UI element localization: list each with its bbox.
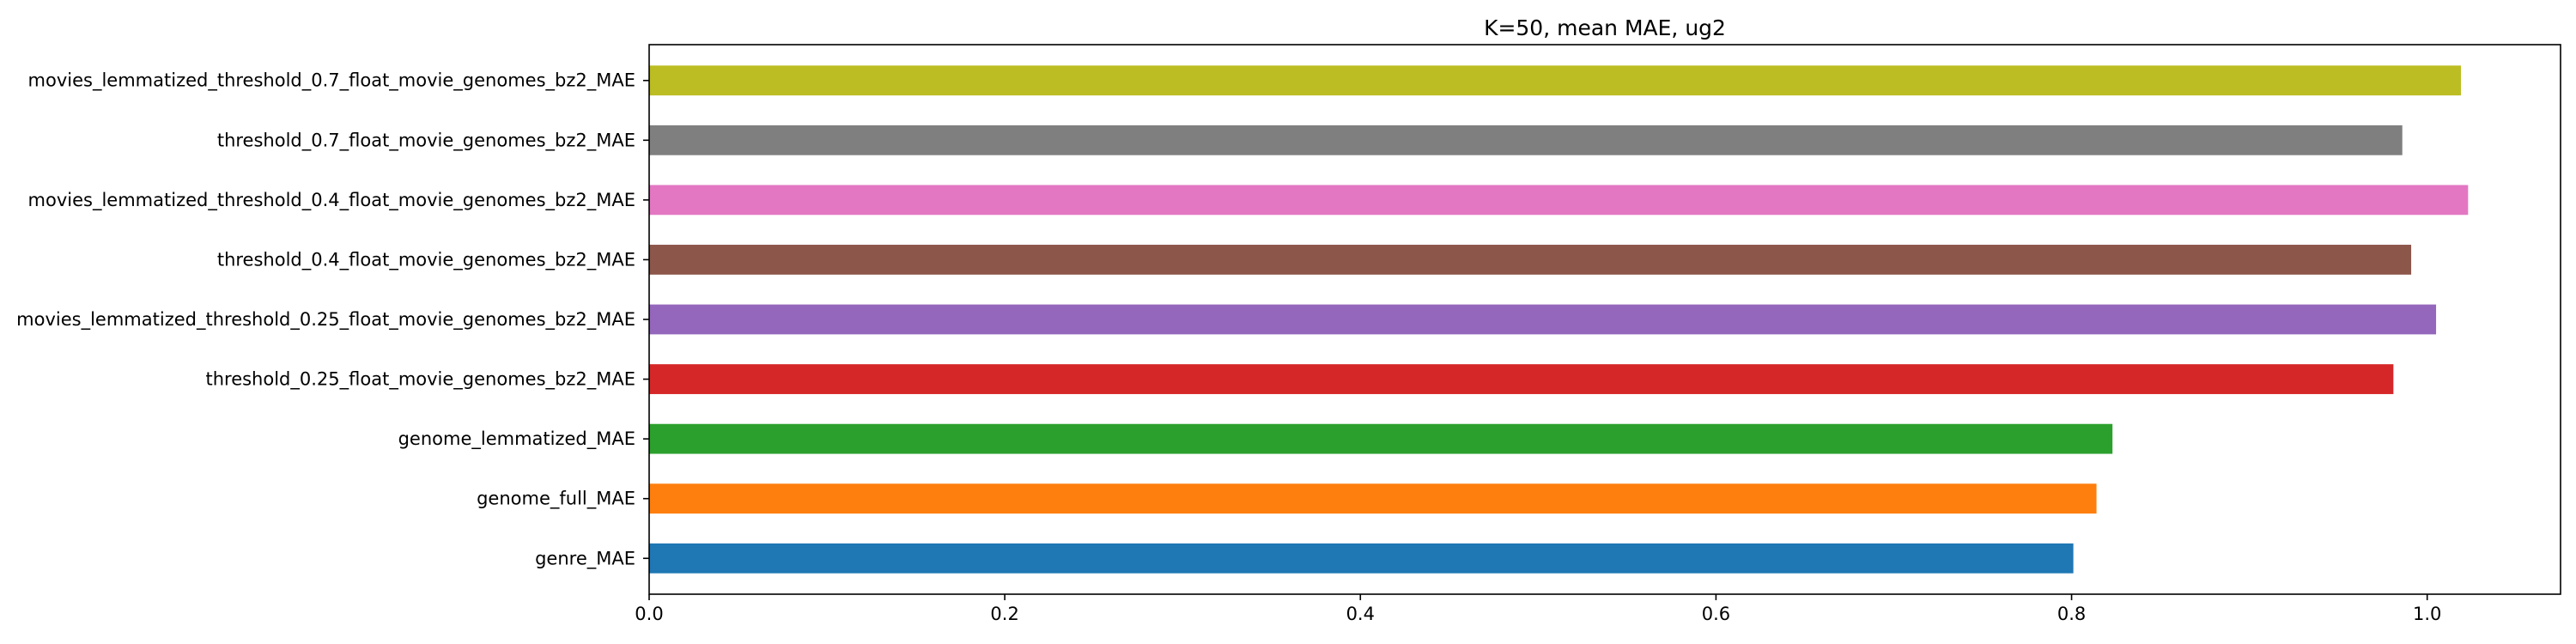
- x-tick-label: 0.2: [990, 604, 1018, 624]
- axes-frame: [648, 44, 2561, 595]
- bar-genome_lemmatized_MAE: [649, 423, 2113, 454]
- category-label: genome_lemmatized_MAE: [398, 428, 635, 450]
- x-tick-label: 0.4: [1346, 604, 1375, 624]
- category-label: movies_lemmatized_threshold_0.4_float_mo…: [28, 190, 635, 211]
- bar-movies_lemmatized_threshold_0.7_float_movie_genomes_bz2_MAE: [649, 65, 2462, 96]
- category-label: genre_MAE: [535, 548, 635, 569]
- bar-genre_MAE: [649, 543, 2074, 574]
- bar-threshold_0.7_float_movie_genomes_bz2_MAE: [649, 125, 2403, 155]
- bar-movies_lemmatized_threshold_0.25_float_movie_genomes_bz2_MAE: [649, 304, 2437, 335]
- bar-movies_lemmatized_threshold_0.4_float_movie_genomes_bz2_MAE: [649, 185, 2469, 216]
- x-tick-label: 1.0: [2413, 604, 2441, 624]
- category-label: movies_lemmatized_threshold_0.25_float_m…: [16, 309, 635, 331]
- category-label: movies_lemmatized_threshold_0.7_float_mo…: [28, 70, 635, 92]
- bar-threshold_0.4_float_movie_genomes_bz2_MAE: [649, 245, 2412, 275]
- category-label: threshold_0.25_float_movie_genomes_bz2_M…: [205, 369, 635, 391]
- category-label: threshold_0.7_float_movie_genomes_bz2_MA…: [217, 130, 635, 151]
- bar-genome_full_MAE: [649, 483, 2097, 514]
- x-tick-label: 0.8: [2057, 604, 2086, 624]
- chart-title: K=50, mean MAE, ug2: [1484, 15, 1726, 40]
- category-labels-group: genre_MAE genome_full_MAE genome_lemmatize…: [16, 70, 649, 569]
- x-axis-ticks-group: 0.0 0.2 0.4 0.6 0.8 1.0: [635, 594, 2441, 624]
- bars-group: [649, 65, 2469, 574]
- category-label: genome_full_MAE: [477, 489, 635, 510]
- x-tick-label: 0.0: [635, 604, 663, 624]
- bar-threshold_0.25_float_movie_genomes_bz2_MAE: [649, 364, 2394, 394]
- x-tick-label: 0.6: [1702, 604, 1730, 624]
- category-label: threshold_0.4_float_movie_genomes_bz2_MA…: [217, 249, 635, 270]
